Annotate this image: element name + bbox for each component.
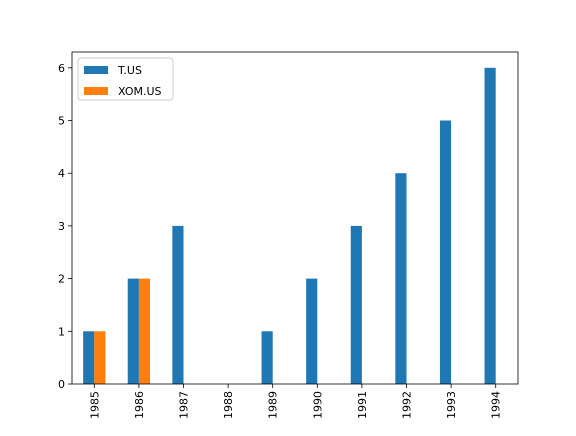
legend-swatch — [84, 87, 108, 95]
bar — [261, 331, 273, 384]
y-tick-label: 1 — [58, 325, 65, 338]
x-tick-label: 1994 — [490, 391, 503, 419]
bar — [138, 278, 151, 384]
x-tick-label: 1986 — [133, 391, 146, 419]
bar — [395, 173, 407, 384]
y-tick-label: 6 — [58, 62, 65, 75]
x-tick-label: 1992 — [401, 391, 414, 419]
bar — [127, 278, 139, 384]
legend-label: T.US — [117, 64, 142, 77]
bar — [306, 278, 318, 384]
x-tick-label: 1988 — [222, 391, 235, 419]
x-tick-label: 1991 — [356, 391, 369, 419]
x-tick-label: 1987 — [178, 391, 191, 419]
x-tick-label: 1989 — [267, 391, 280, 419]
plot-frame — [71, 51, 519, 385]
x-tick-label: 1985 — [88, 391, 101, 419]
y-tick-label: 2 — [58, 273, 65, 286]
bar — [172, 225, 184, 384]
bar — [83, 331, 95, 384]
bar — [484, 67, 496, 385]
x-tick-label: 1990 — [311, 391, 324, 419]
y-tick-label: 5 — [58, 115, 65, 128]
y-tick-label: 3 — [58, 220, 65, 233]
legend-swatch — [84, 66, 108, 74]
bar — [350, 225, 362, 384]
y-tick-label: 0 — [58, 378, 65, 391]
bar — [94, 331, 106, 384]
legend-label: XOM.US — [118, 85, 162, 98]
y-tick-label: 4 — [58, 167, 65, 180]
x-tick-label: 1993 — [445, 391, 458, 419]
bar — [439, 120, 452, 384]
